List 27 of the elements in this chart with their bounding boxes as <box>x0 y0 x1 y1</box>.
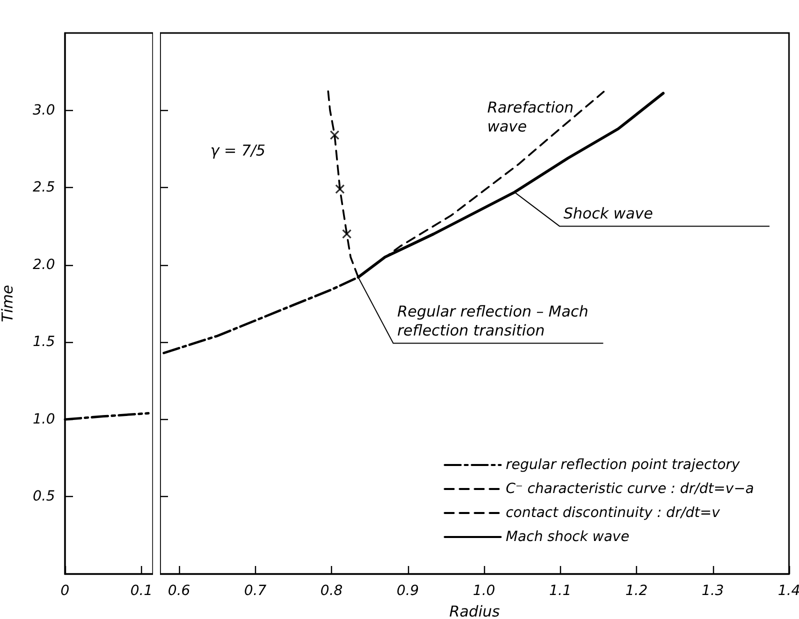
x-tick-label: 0.6 <box>168 583 190 599</box>
y-axis-title: Time <box>0 284 16 322</box>
x-tick-label: 0.9 <box>396 583 419 599</box>
x-tick-label: 0.7 <box>244 583 266 599</box>
y-tick-label: 0.5 <box>32 488 56 505</box>
x-tick-label: 0.8 <box>320 583 342 599</box>
x-tick-label: 1.2 <box>625 583 648 599</box>
x-tick-label: 1.0 <box>472 583 495 599</box>
x-tick-label: 0.1 <box>130 583 153 599</box>
x-tick-label: 1.4 <box>778 583 799 599</box>
annotation: γ = 7/5 <box>210 142 266 160</box>
legend-label: Mach shock wave <box>505 529 630 545</box>
x-tick-label: 1.1 <box>548 583 572 599</box>
y-tick-label: 2.0 <box>32 256 56 273</box>
y-tick-label: 2.5 <box>32 180 56 196</box>
x-axis-title: Radius <box>448 602 500 619</box>
annotation: Shock wave <box>563 204 653 223</box>
y-tick-label: 1.5 <box>32 334 56 350</box>
x-tick-label: 0 <box>60 583 70 599</box>
annotation: Regular reflection – Mach reflection transition <box>396 302 588 340</box>
y-tick-label: 3.0 <box>32 102 56 118</box>
legend-label: contact discontinuity : dr/dt=v <box>505 505 720 521</box>
x-tick-label: 1.3 <box>701 583 724 599</box>
legend-label: regular reflection point trajectory <box>505 457 740 473</box>
legend-label: C⁻ characteristic curve : dr/dt=v−a <box>505 481 754 497</box>
y-tick-label: 1.0 <box>32 411 56 428</box>
annotation: Rarefaction wave <box>486 98 574 136</box>
